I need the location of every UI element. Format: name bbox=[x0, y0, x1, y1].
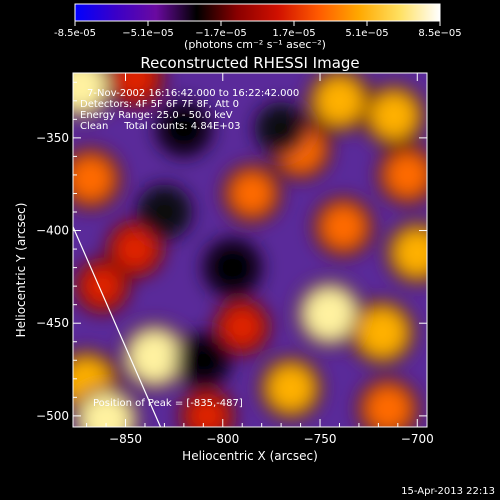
y-tick-label: −450 bbox=[36, 316, 69, 330]
heatmap-blob bbox=[210, 245, 255, 291]
heatmap-blob bbox=[73, 155, 114, 202]
y-tick-label: −500 bbox=[36, 409, 69, 423]
x-tick-label: −700 bbox=[401, 432, 434, 446]
heatmap-blob bbox=[162, 107, 206, 150]
heatmap-blob bbox=[320, 204, 366, 250]
heatmap-blob bbox=[303, 287, 356, 340]
colorbar-tick-label: 1.7e−05 bbox=[272, 28, 315, 39]
colorbar-tick-label: −5.1e−05 bbox=[122, 28, 174, 39]
colorbar-unit-label: (photons cm⁻² s⁻¹ asec⁻²) bbox=[184, 38, 326, 51]
heatmap-blob bbox=[315, 76, 364, 126]
colorbar-tick-label: 8.5e−05 bbox=[418, 28, 461, 39]
heatmap-blob bbox=[82, 266, 123, 307]
heatmap-blob bbox=[80, 393, 133, 427]
heatmap-blob bbox=[262, 109, 300, 148]
heatmap-blob bbox=[393, 229, 427, 277]
heatmap-blob bbox=[114, 73, 157, 100]
heatmap-blob bbox=[357, 307, 408, 358]
heatmap-blob bbox=[128, 330, 181, 383]
heatmap-blob bbox=[114, 227, 157, 271]
colorbar-tick-label: -8.5e-05 bbox=[54, 28, 96, 39]
colorbar-tick-label: −1.7e−05 bbox=[195, 28, 247, 39]
annotation-clean: Clean Total counts: 4.84E+03 bbox=[80, 121, 240, 132]
heatmap-blob bbox=[73, 73, 107, 112]
heatmap-blob bbox=[365, 385, 412, 427]
solar-limb-line bbox=[73, 226, 162, 427]
y-tick-label: −400 bbox=[36, 224, 69, 238]
heatmap-blob bbox=[267, 364, 315, 412]
heatmap bbox=[73, 73, 427, 427]
chart-title: Reconstructed RHESSI Image bbox=[140, 54, 359, 72]
heatmap-blob bbox=[370, 92, 418, 140]
annotation-time: 7-Nov-2002 16:16:42.000 to 16:22:42.000 bbox=[87, 88, 299, 99]
annotation-detectors: Detectors: 4F 5F 6F 7F 8F, Att 0 bbox=[80, 99, 239, 110]
y-axis-label: Heliocentric Y (arcsec) bbox=[14, 203, 28, 338]
heatmap-blob bbox=[182, 339, 224, 381]
colorbar-tick-label: 5.1e−05 bbox=[345, 28, 388, 39]
annotation-energy: Energy Range: 25.0 - 50.0 keV bbox=[80, 110, 233, 121]
y-axis: −350 −400 −450 −500 bbox=[36, 81, 427, 423]
heatmap-blob bbox=[230, 171, 274, 216]
y-tick-label: −350 bbox=[36, 131, 69, 145]
peak-position-label: Position of Peak = [-835,-487] bbox=[93, 398, 243, 409]
x-tick-label: −800 bbox=[206, 432, 239, 446]
x-axis-label: Heliocentric X (arcsec) bbox=[182, 449, 318, 463]
colorbar-ticks: -8.5e-05 −5.1e−05 −1.7e−05 1.7e−05 5.1e−05 8.… bbox=[54, 21, 462, 39]
footer-date: 15-Apr-2013 22:13 bbox=[401, 486, 495, 497]
heatmap-blob bbox=[385, 152, 427, 198]
x-tick-label: −750 bbox=[304, 432, 337, 446]
x-tick-label: −850 bbox=[109, 432, 142, 446]
plot-frame bbox=[72, 72, 428, 428]
heatmap-blob bbox=[144, 192, 185, 233]
heatmap-blob bbox=[187, 395, 228, 427]
heatmap-blob bbox=[221, 306, 263, 348]
colorbar bbox=[74, 3, 441, 22]
x-axis: −850 −800 −750 −700 bbox=[86, 73, 434, 446]
